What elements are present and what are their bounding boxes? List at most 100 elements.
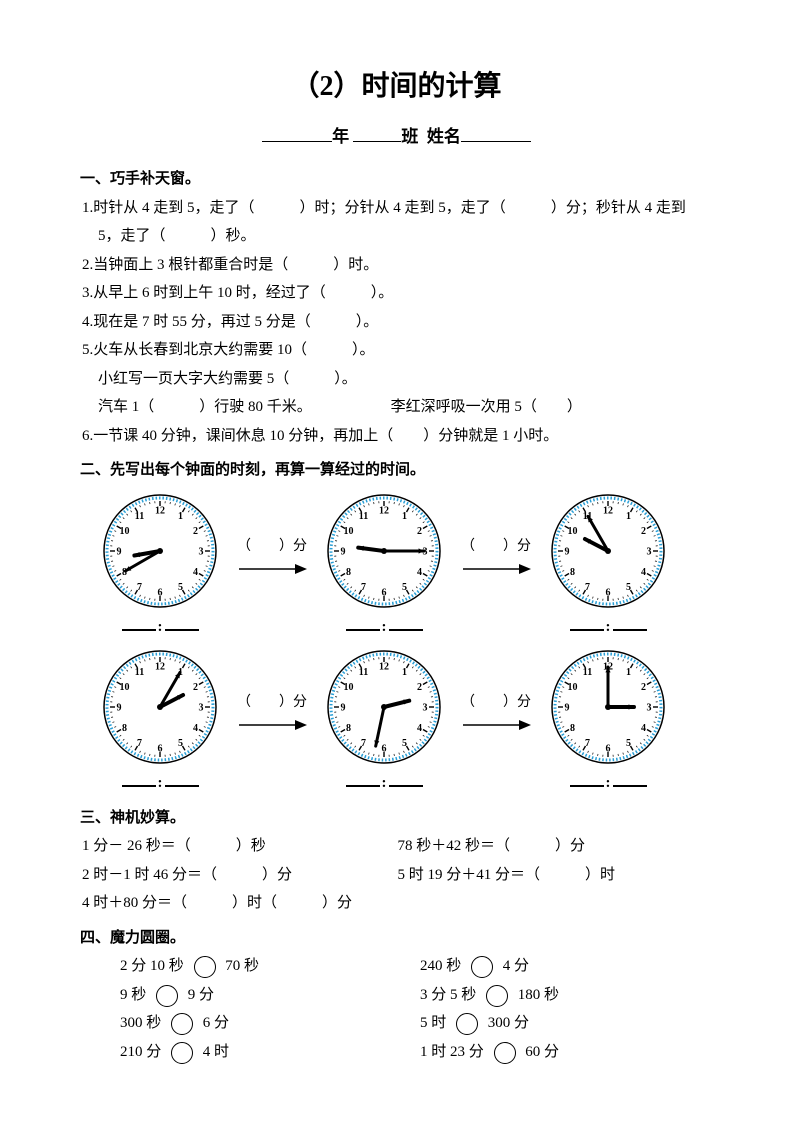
svg-text:11: 11	[135, 511, 144, 522]
time-blank[interactable]: :	[570, 613, 647, 642]
section4-head: 四、魔力圆圈。	[80, 924, 713, 953]
compare-right: 5 时 300 分	[420, 1009, 529, 1038]
clocks-row: 123456789101112 :（ ）分 123456789101112 :（…	[100, 491, 713, 642]
svg-text:4: 4	[417, 567, 422, 578]
compare-circle[interactable]	[486, 985, 508, 1007]
minutes-blank-label[interactable]: （ ）分	[461, 690, 531, 717]
svg-text:9: 9	[117, 546, 122, 557]
compare-circle[interactable]	[171, 1042, 193, 1064]
svg-text:10: 10	[567, 682, 577, 693]
time-blank[interactable]: :	[570, 769, 647, 798]
q1c: ）分；秒针从 4 走到	[551, 200, 686, 216]
compare-right: 3 分 5 秒 180 秒	[420, 981, 559, 1010]
svg-text:9: 9	[565, 703, 570, 714]
name-blank[interactable]	[461, 124, 531, 143]
svg-text:7: 7	[137, 738, 142, 749]
calc-row: 2 时－1 时 46 分＝（ ）分5 时 19 分＋41 分＝（ ）时	[82, 861, 713, 890]
minutes-blank-label[interactable]: （ ）分	[461, 534, 531, 561]
svg-text:2: 2	[193, 682, 198, 693]
svg-text:1: 1	[402, 511, 407, 522]
q3a: 3.从早上 6 时到上午 10 时，经过了（	[82, 285, 326, 301]
svg-text:2: 2	[641, 526, 646, 537]
calc-left: 4 时＋80 分＝（ ）时（ ）分	[82, 889, 398, 918]
svg-text:6: 6	[606, 587, 611, 598]
worksheet-title: （2）时间的计算	[80, 60, 713, 113]
svg-text:10: 10	[567, 526, 577, 537]
compare-circle[interactable]	[194, 956, 216, 978]
compare-right: 240 秒 4 分	[420, 952, 529, 981]
svg-text:2: 2	[193, 526, 198, 537]
svg-text:10: 10	[119, 526, 129, 537]
minutes-blank-label[interactable]: （ ）分	[237, 690, 307, 717]
section2-head: 二、先写出每个钟面的时刻，再算一算经过的时间。	[80, 456, 713, 485]
q5-line2: 小红写一页大字大约需要 5（ ）。	[98, 365, 713, 394]
svg-text:8: 8	[122, 723, 127, 734]
time-blank[interactable]: :	[122, 613, 199, 642]
q5-line1: 5.火车从长春到北京大约需要 10（ ）。	[82, 336, 713, 365]
compare-circle[interactable]	[171, 1013, 193, 1035]
q5g: 李红深呼吸一次用 5（	[391, 399, 537, 415]
clock-block: 123456789101112 :	[324, 491, 444, 642]
compare-left: 300 秒 6 分	[120, 1009, 420, 1038]
compare-circle[interactable]	[456, 1013, 478, 1035]
svg-text:3: 3	[647, 546, 652, 557]
calc-container: 1 分－ 26 秒＝（ ）秒78 秒＋42 秒＝（ ）分2 时－1 时 46 分…	[80, 832, 713, 918]
svg-text:11: 11	[583, 667, 592, 678]
svg-text:4: 4	[417, 723, 422, 734]
svg-text:5: 5	[178, 738, 183, 749]
time-blank[interactable]: :	[122, 769, 199, 798]
svg-text:12: 12	[603, 505, 613, 516]
clock-block: 123456789101112 :	[548, 491, 668, 642]
q2a: 2.当钟面上 3 根针都重合时是（	[82, 257, 288, 273]
svg-text:1: 1	[402, 667, 407, 678]
svg-text:12: 12	[155, 662, 165, 673]
q1-line2: 5，走了（ ）秒。	[98, 222, 713, 251]
compare-row: 210 分 4 时 1 时 23 分 60 分	[120, 1038, 713, 1067]
svg-text:6: 6	[606, 744, 611, 755]
name-label: 姓名	[427, 127, 461, 146]
compare-left: 2 分 10 秒 70 秒	[120, 952, 420, 981]
svg-text:12: 12	[155, 505, 165, 516]
q5f: ）行驶 80 千米。	[199, 399, 312, 415]
calc-right	[398, 889, 714, 918]
q5d: ）。	[334, 371, 357, 387]
compare-circle[interactable]	[494, 1042, 516, 1064]
svg-text:3: 3	[199, 546, 204, 557]
q3: 3.从早上 6 时到上午 10 时，经过了（ ）。	[82, 279, 713, 308]
class-blank[interactable]	[353, 124, 401, 143]
calc-right: 78 秒＋42 秒＝（ ）分	[398, 832, 714, 861]
svg-text:8: 8	[346, 567, 351, 578]
q1a: 1.时针从 4 走到 5，走了（	[82, 200, 255, 216]
svg-text:5: 5	[626, 582, 631, 593]
circle-container: 2 分 10 秒 70 秒 240 秒 4 分9 秒 9 分 3 分 5 秒 1…	[80, 952, 713, 1066]
q1e: ）秒。	[211, 228, 256, 244]
svg-text:8: 8	[570, 567, 575, 578]
q3b: ）。	[371, 285, 394, 301]
calc-left: 2 时－1 时 46 分＝（ ）分	[82, 861, 398, 890]
time-blank[interactable]: :	[346, 769, 423, 798]
svg-text:3: 3	[647, 703, 652, 714]
q1b: ）时；分针从 4 走到 5，走了（	[300, 200, 506, 216]
svg-text:8: 8	[122, 567, 127, 578]
year-blank[interactable]	[262, 124, 332, 143]
svg-text:10: 10	[343, 526, 353, 537]
time-blank[interactable]: :	[346, 613, 423, 642]
compare-row: 300 秒 6 分 5 时 300 分	[120, 1009, 713, 1038]
svg-text:5: 5	[402, 582, 407, 593]
svg-text:7: 7	[361, 582, 366, 593]
compare-circle[interactable]	[156, 985, 178, 1007]
compare-left: 210 分 4 时	[120, 1038, 420, 1067]
section1-head: 一、巧手补天窗。	[80, 165, 713, 194]
svg-text:7: 7	[585, 738, 590, 749]
between-arrow: （ ）分	[456, 534, 536, 599]
q5e: 汽车 1（	[98, 399, 154, 415]
q1-line1: 1.时针从 4 走到 5，走了（ ）时；分针从 4 走到 5，走了（ ）分；秒针…	[82, 194, 713, 223]
svg-text:5: 5	[402, 738, 407, 749]
minutes-blank-label[interactable]: （ ）分	[237, 534, 307, 561]
q2: 2.当钟面上 3 根针都重合时是（ ）时。	[82, 251, 713, 280]
svg-text:1: 1	[626, 511, 631, 522]
year-label: 年	[332, 127, 349, 146]
between-arrow: （ ）分	[456, 690, 536, 755]
compare-circle[interactable]	[471, 956, 493, 978]
clock-block: 123456789101112 :	[100, 491, 220, 642]
